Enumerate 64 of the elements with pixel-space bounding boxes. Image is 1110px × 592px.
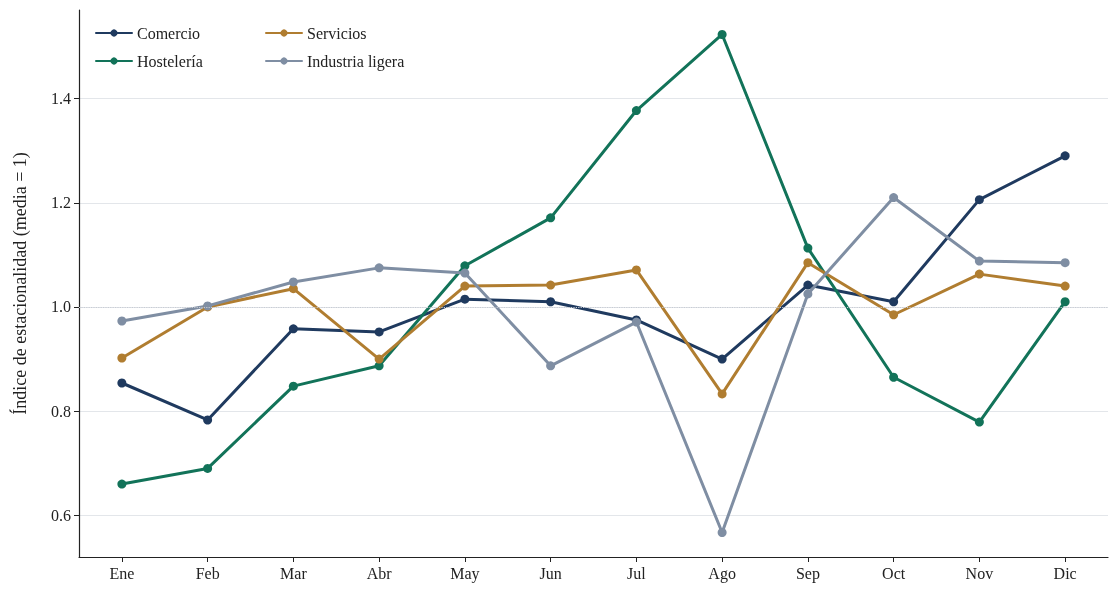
x-tick-label: Jun: [539, 564, 562, 582]
point: [117, 378, 127, 388]
point: [1060, 297, 1070, 307]
point: [631, 106, 641, 116]
point: [1060, 258, 1070, 268]
point: [717, 528, 727, 538]
y-tick-label: 1.0: [51, 298, 71, 316]
point: [288, 277, 298, 287]
y-tick-label: 0.6: [51, 506, 71, 524]
point: [1060, 151, 1070, 161]
legend-label: Comercio: [137, 24, 201, 42]
point: [889, 310, 899, 320]
point: [374, 327, 384, 337]
point: [460, 281, 470, 291]
point: [203, 463, 213, 473]
point: [117, 479, 127, 489]
y-tick-label: 0.8: [51, 402, 71, 420]
point: [546, 297, 556, 307]
legend-label: Industria ligera: [307, 52, 405, 71]
point: [460, 294, 470, 304]
x-tick-label: Nov: [965, 564, 994, 582]
point: [460, 268, 470, 278]
point: [546, 361, 556, 371]
point: [803, 243, 813, 253]
point: [803, 280, 813, 290]
y-tick-label: 1.2: [51, 194, 71, 212]
point: [974, 195, 984, 205]
point: [374, 263, 384, 273]
point: [117, 353, 127, 363]
point: [546, 213, 556, 223]
point: [546, 280, 556, 290]
x-tick-label: Mar: [280, 564, 308, 582]
x-tick-label: Dic: [1053, 564, 1077, 582]
point: [974, 256, 984, 266]
x-tick-label: May: [450, 564, 480, 583]
x-tick-label: Ene: [109, 564, 135, 582]
point: [288, 381, 298, 391]
legend-label: Servicios: [307, 24, 367, 42]
point: [974, 269, 984, 279]
point: [631, 265, 641, 275]
point: [803, 258, 813, 268]
legend-label: Hostelería: [137, 52, 203, 70]
point: [889, 372, 899, 382]
point: [717, 354, 727, 364]
point: [889, 297, 899, 307]
x-tick-label: Oct: [882, 564, 906, 582]
point: [288, 324, 298, 334]
point: [117, 316, 127, 326]
point: [717, 389, 727, 399]
point: [203, 415, 213, 425]
x-tick-label: Abr: [366, 564, 393, 582]
point: [974, 417, 984, 427]
x-tick-label: Sep: [795, 564, 820, 583]
point: [460, 261, 470, 271]
y-axis-title: Índice de estacionalidad (media = 1): [9, 152, 31, 415]
point: [803, 289, 813, 299]
x-tick-label: Jul: [627, 564, 647, 582]
x-tick-label: Ago: [708, 564, 736, 583]
point: [1060, 281, 1070, 291]
y-tick-label: 1.4: [51, 90, 71, 108]
point: [717, 29, 727, 39]
point: [374, 354, 384, 364]
x-tick-label: Feb: [195, 564, 220, 582]
point: [889, 193, 899, 203]
